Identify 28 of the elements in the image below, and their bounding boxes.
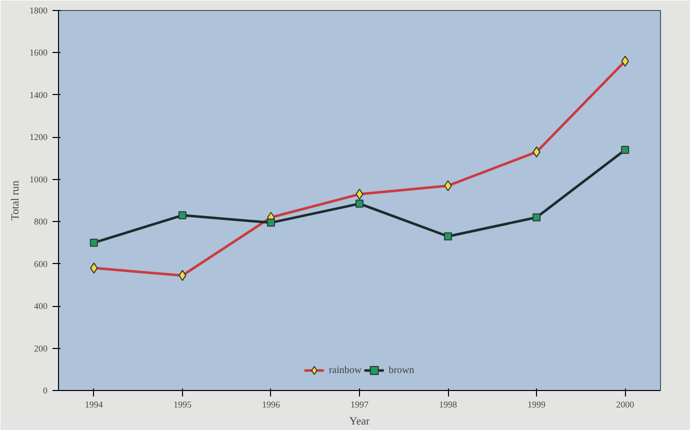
legend-label: brown	[388, 364, 414, 376]
x-tick-label: 1994	[84, 400, 104, 410]
point	[444, 232, 452, 240]
x-tick-label: 1998	[439, 400, 458, 410]
y-tick-label: 400	[34, 301, 48, 312]
x-tick-label: 1995	[173, 400, 192, 410]
legend-label: rainbow	[328, 364, 362, 376]
point	[621, 146, 630, 154]
y-tick-label: 1200	[30, 132, 48, 142]
x-axis-title: Year	[349, 416, 370, 428]
y-tick-label: 800	[34, 216, 48, 227]
y-tick-label: 200	[34, 343, 48, 354]
y-tick-label: 0	[43, 386, 48, 396]
y-tick-label: 1000	[30, 174, 48, 184]
point	[356, 200, 364, 208]
point	[178, 211, 186, 220]
point	[90, 238, 98, 247]
point	[266, 218, 275, 227]
x-tick-label: 2000	[616, 400, 635, 410]
y-axis-title: Total run	[10, 180, 22, 220]
x-tick-label: 1999	[528, 400, 546, 410]
y-tick-label: 600	[34, 258, 48, 269]
point	[532, 213, 541, 222]
y-tick-label: 1400	[30, 90, 48, 100]
x-tick-label: 1996	[262, 400, 280, 410]
x-tick-label: 1997	[350, 400, 369, 410]
y-tick-label: 1600	[30, 48, 48, 58]
y-tick-label: 1800	[30, 6, 48, 16]
